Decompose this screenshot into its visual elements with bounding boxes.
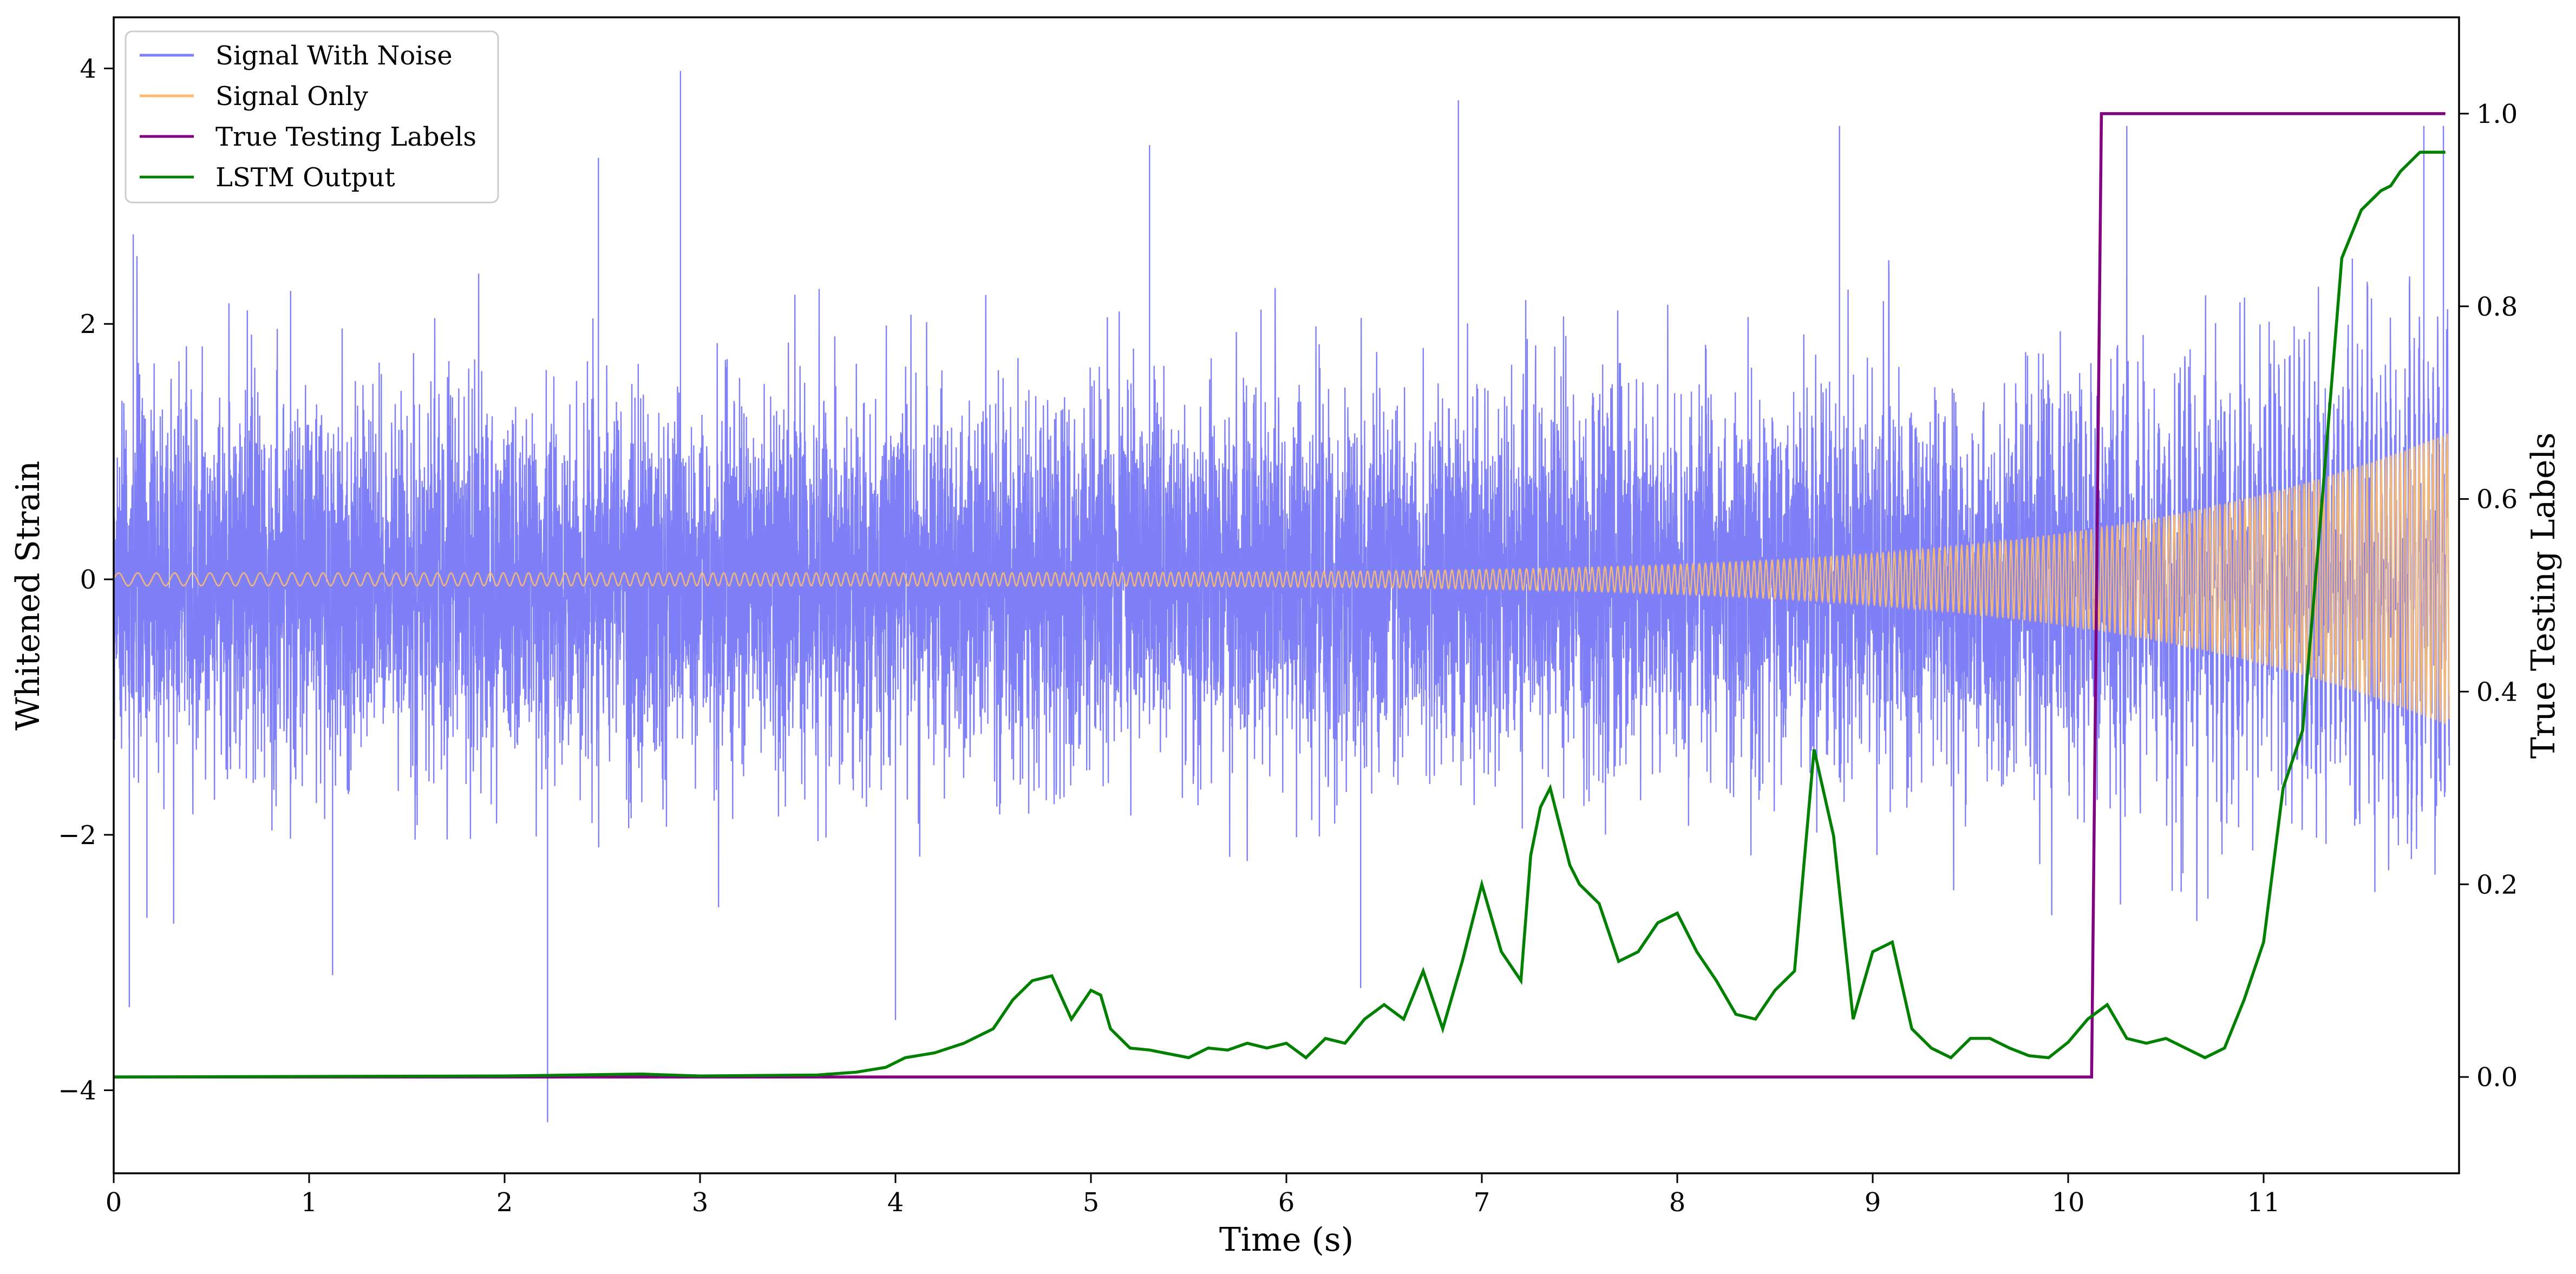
legend-item-signal-with-noise: Signal With Noise xyxy=(140,41,453,71)
x-tick-label: 1 xyxy=(301,1187,318,1218)
y-right-tick-label: 0.2 xyxy=(2476,870,2518,900)
x-tick-label: 5 xyxy=(1083,1187,1100,1218)
legend: Signal With Noise Signal Only True Testi… xyxy=(125,30,499,204)
y-left-tick-label: 0 xyxy=(80,565,96,595)
series-true-testing-labels xyxy=(114,112,2446,1079)
legend-label: True Testing Labels xyxy=(215,122,476,152)
y-right-tick-label: 0.6 xyxy=(2476,485,2518,515)
legend-item-lstm-output: LSTM Output xyxy=(140,162,395,193)
legend-frame xyxy=(125,30,499,204)
plot-area xyxy=(114,71,2450,1122)
legend-item-true-testing-labels: True Testing Labels xyxy=(140,122,476,152)
x-tick-label: 0 xyxy=(106,1187,122,1218)
legend-label: Signal With Noise xyxy=(215,41,453,71)
y-right-tick-label: 0.8 xyxy=(2476,292,2518,322)
x-tick-label: 3 xyxy=(692,1187,709,1218)
y-left-tick-label: 4 xyxy=(80,54,96,84)
x-tick-label: 6 xyxy=(1278,1187,1295,1218)
y-left-tick-label: 2 xyxy=(80,309,96,339)
y-axis-left-label: Whitened Strain xyxy=(9,461,47,730)
x-tick-label: 10 xyxy=(2051,1187,2084,1218)
y-left-tick-label: −4 xyxy=(58,1076,96,1106)
x-tick-label: 8 xyxy=(1669,1187,1686,1218)
y-right-tick-label: 1.0 xyxy=(2476,99,2518,129)
y-axis-left: −4 −2 0 2 4 xyxy=(58,54,114,1106)
x-tick-label: 7 xyxy=(1474,1187,1490,1218)
series-signal-only xyxy=(114,433,2450,724)
legend-item-signal-only: Signal Only xyxy=(140,81,368,112)
series-lstm-output xyxy=(114,151,2446,1079)
y-right-tick-label: 0.0 xyxy=(2476,1062,2518,1093)
legend-label: LSTM Output xyxy=(215,162,395,193)
y-axis-right: 0.0 0.2 0.4 0.6 0.8 1.0 xyxy=(2459,99,2518,1093)
y-left-tick-label: −2 xyxy=(58,820,96,851)
x-tick-label: 2 xyxy=(496,1187,513,1218)
legend-label: Signal Only xyxy=(215,81,368,112)
series-signal-with-noise xyxy=(114,71,2450,1122)
x-axis: 0 1 2 3 4 5 6 7 8 9 10 11 xyxy=(106,1173,2280,1218)
x-axis-label: Time (s) xyxy=(1219,1221,1354,1259)
y-right-tick-label: 0.4 xyxy=(2476,677,2518,707)
y-axis-right-label: True Testing Labels xyxy=(2525,433,2562,759)
x-tick-label: 11 xyxy=(2247,1187,2280,1218)
x-tick-label: 4 xyxy=(887,1187,904,1218)
x-tick-label: 9 xyxy=(1865,1187,1881,1218)
